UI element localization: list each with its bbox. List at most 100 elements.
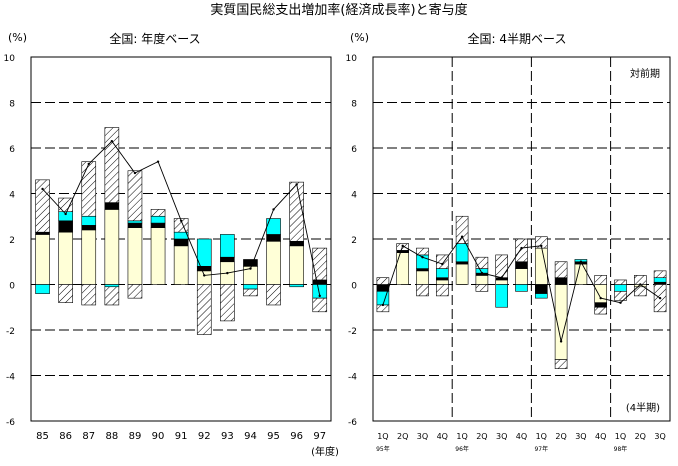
total-growth-point — [421, 256, 424, 259]
domestic-private-bar — [435, 279, 449, 285]
page-title: 実質国民総支出増加率(経済成長率)と寄与度 — [210, 2, 467, 18]
year-label: 96年 — [455, 445, 469, 453]
total-growth-point — [599, 296, 602, 300]
total-growth-point — [318, 294, 321, 298]
total-growth-point — [41, 187, 44, 191]
domestic-private-bar — [35, 234, 50, 285]
domestic-private-bar — [150, 227, 166, 285]
x-tick-label: 4Q — [516, 432, 527, 441]
total-growth-point — [295, 183, 298, 186]
external-bar — [653, 277, 667, 283]
total-growth-point — [401, 244, 404, 248]
other-bar — [416, 284, 429, 297]
y-axis-unit: (%) — [8, 31, 27, 44]
government-bar — [81, 225, 97, 231]
government-bar — [127, 222, 143, 228]
x-tick-label: 1Q — [377, 432, 388, 441]
government-bar — [435, 277, 449, 281]
y-axis-unit: (%) — [350, 31, 369, 44]
y-tick-label: 6 — [9, 145, 15, 155]
x-tick-label: 88 — [105, 431, 118, 442]
external-bar — [220, 234, 235, 258]
government-bar — [220, 256, 235, 263]
y-tick-label: 4 — [351, 191, 357, 201]
government-bar — [376, 284, 390, 292]
government-bar — [594, 302, 608, 308]
x-tick-label: 94 — [244, 431, 257, 442]
other-bar — [554, 359, 568, 369]
inventory-bar — [35, 179, 50, 233]
inventory-bar — [127, 170, 143, 222]
plot-frame — [30, 56, 332, 422]
external-bar — [150, 215, 166, 224]
total-growth-point — [203, 274, 206, 277]
inventory-bar — [312, 247, 328, 281]
total-growth-point — [619, 301, 622, 304]
other-bar — [633, 286, 647, 297]
total-growth-point — [156, 160, 160, 163]
inventory-bar — [554, 261, 568, 278]
government-bar — [534, 284, 548, 294]
external-bar — [104, 284, 120, 288]
total-growth-point — [500, 276, 503, 279]
total-growth-point — [520, 246, 523, 250]
x-tick-label: 97 — [313, 431, 326, 442]
x-axis-unit: (年度) — [311, 445, 339, 458]
domestic-private-bar — [475, 275, 489, 285]
y-tick-label: -6 — [6, 418, 15, 428]
inventory-bar — [594, 275, 608, 285]
x-tick-label: 2Q — [397, 432, 408, 441]
y-tick-label: 10 — [346, 54, 358, 64]
inventory-bar — [455, 215, 469, 244]
total-growth-point — [559, 340, 563, 343]
other-bar — [435, 284, 449, 297]
government-bar — [243, 259, 258, 267]
x-tick-label: 4Q — [437, 432, 448, 441]
total-growth-point — [272, 208, 275, 211]
government-bar — [196, 265, 212, 272]
y-tick-label: 4 — [9, 191, 15, 201]
y-tick-label: 2 — [9, 236, 15, 246]
domestic-private-bar — [416, 270, 429, 285]
other-bar — [594, 306, 608, 315]
government-bar — [173, 238, 189, 247]
x-tick-label: 85 — [36, 431, 49, 442]
x-tick-label: 95 — [267, 431, 280, 442]
domestic-private-bar — [58, 231, 73, 285]
y-tick-label: 2 — [351, 236, 357, 246]
chart-title: 全国: 年度ベース — [109, 31, 200, 46]
external-bar — [289, 284, 304, 288]
inventory-bar — [633, 275, 647, 285]
government-bar — [35, 231, 50, 235]
y-tick-label: 10 — [4, 54, 16, 64]
year-label: 98年 — [614, 445, 628, 453]
other-bar — [104, 286, 120, 306]
government-bar — [653, 281, 667, 285]
total-growth-point — [226, 271, 229, 275]
x-tick-label: 89 — [129, 431, 142, 442]
inventory-bar — [58, 197, 73, 213]
domestic-private-bar — [289, 245, 304, 285]
x-tick-label: 3Q — [417, 432, 428, 441]
other-bar — [475, 284, 489, 292]
plot-frame — [372, 56, 671, 422]
x-tick-label: 87 — [82, 431, 95, 442]
year-label: 95年 — [376, 445, 390, 453]
quarterly-chart-panel: 全国: 4半期ベース (%) 10 8 6 4 2 0 -2 -4 -6 1Q 2Q 3Q 4Q 1Q 2Q 3Q… — [346, 31, 671, 453]
other-bar — [312, 297, 328, 313]
total-growth-point — [579, 260, 583, 263]
x-tick-label: 96 — [290, 431, 303, 442]
total-growth-point — [133, 171, 137, 175]
inventory-bar — [614, 279, 627, 285]
government-bar — [58, 220, 73, 233]
inventory-bar — [243, 288, 258, 297]
total-growth-point — [87, 162, 90, 166]
y-tick-label: 8 — [9, 100, 15, 110]
x-tick-label: 3Q — [654, 432, 665, 441]
total-growth-point — [540, 244, 543, 248]
government-bar — [416, 268, 429, 272]
domestic-private-bar — [104, 209, 120, 285]
x-tick-label: 91 — [175, 431, 188, 442]
